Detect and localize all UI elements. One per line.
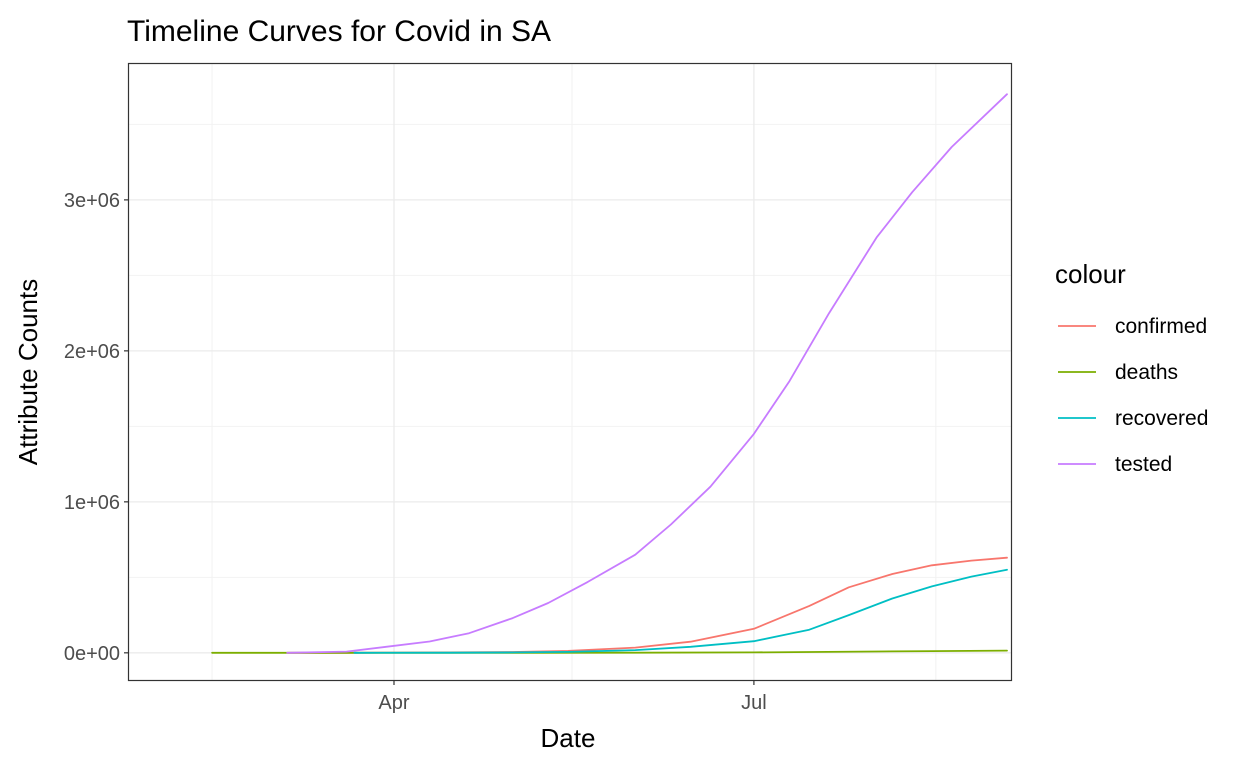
series-line-confirmed (286, 556, 1008, 654)
series-line-recovered (353, 568, 1008, 654)
legend-label-confirmed: confirmed (1115, 315, 1207, 338)
x-tick-label: Apr (378, 692, 409, 714)
legend-label-deaths: deaths (1115, 361, 1178, 384)
y-tick-label: 3e+06 (64, 190, 120, 212)
chart-title: Timeline Curves for Covid in SA (127, 15, 551, 48)
series-line-tested (286, 93, 1008, 654)
grid-minor (129, 64, 1011, 680)
legend-title: colour (1055, 259, 1126, 289)
y-axis: 0e+00 1e+06 2e+06 3e+06 (64, 190, 129, 665)
y-tick-label: 2e+06 (64, 341, 120, 363)
legend-label-tested: tested (1115, 453, 1172, 476)
legend-items: confirmed deaths recovered tested (1058, 315, 1208, 476)
plot-panel-border (127, 62, 1013, 682)
x-tick-label: Jul (741, 692, 767, 714)
y-tick-label: 0e+00 (64, 643, 120, 665)
legend: colour confirmed deaths recovered tested (1055, 259, 1208, 476)
grid-major (129, 64, 1011, 680)
y-axis-title: Attribute Counts (13, 279, 43, 465)
legend-label-recovered: recovered (1115, 407, 1208, 430)
x-axis: Apr Jul (378, 680, 767, 714)
series-layer (211, 93, 1008, 654)
x-axis-title: Date (541, 723, 596, 753)
y-tick-label: 1e+06 (64, 492, 120, 514)
